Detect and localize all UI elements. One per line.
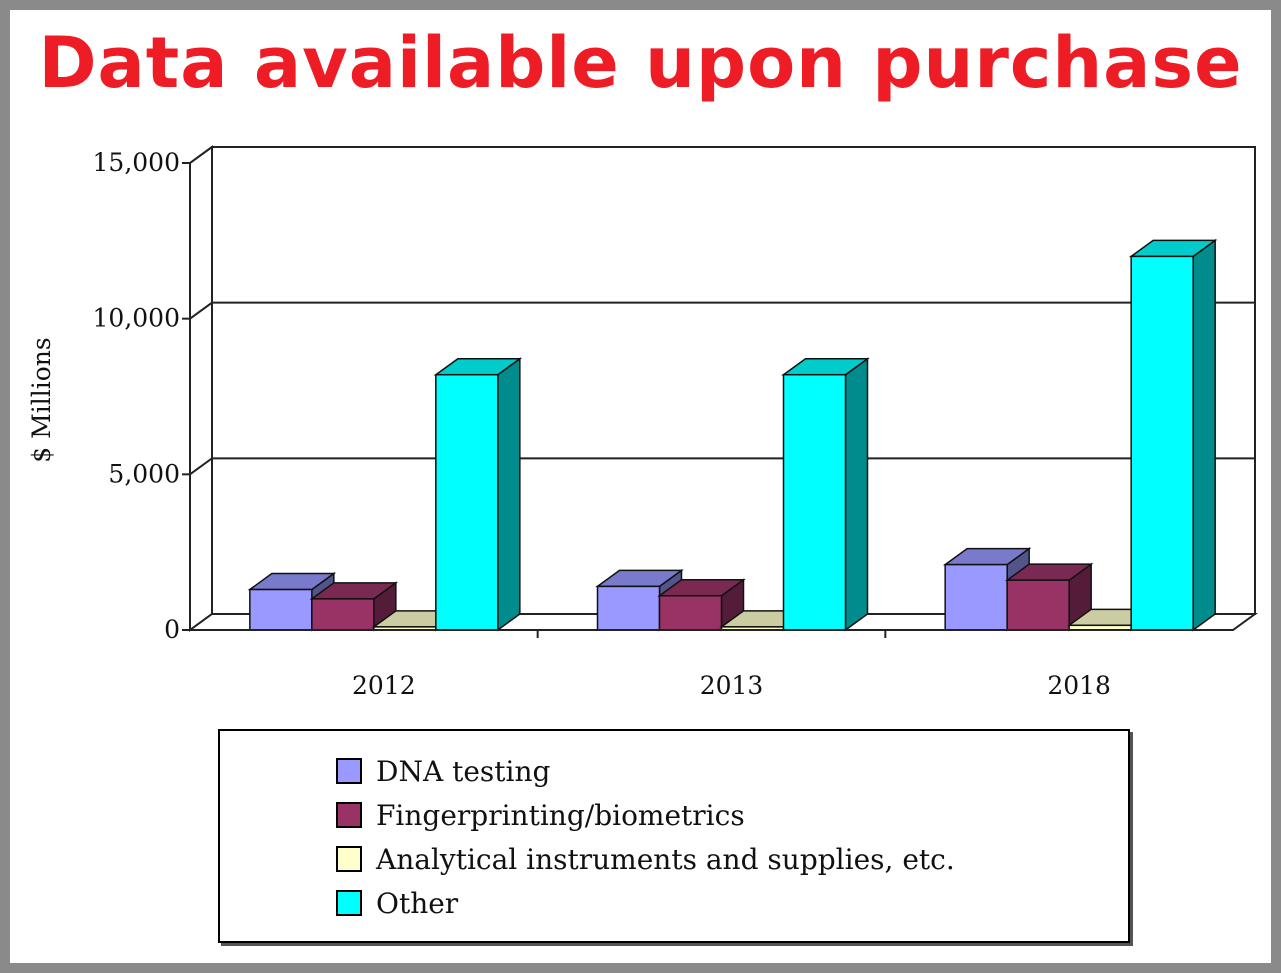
- x-tick-labels: 2012 2013 2018: [352, 671, 1111, 700]
- bar: [433, 357, 523, 632]
- x-tick-label: 2018: [1047, 671, 1111, 700]
- gridline: [189, 457, 1255, 476]
- side-wall: [189, 145, 213, 632]
- back-wall: [211, 146, 1256, 615]
- y-tick-label: 10,000: [93, 304, 180, 333]
- legend-label: Other: [376, 886, 459, 920]
- bar: [657, 578, 746, 632]
- chart-walls: [186, 145, 1259, 632]
- legend-item: DNA testing: [336, 753, 550, 789]
- chart-axes: [182, 162, 1233, 638]
- bar: [1128, 238, 1218, 632]
- y-tick-labels: 0 5,000 10,000 15,000: [93, 148, 180, 644]
- gridline: [189, 146, 1255, 164]
- bar: [1004, 562, 1094, 632]
- legend-swatch: [336, 890, 362, 916]
- legend-swatch: [336, 846, 362, 872]
- y-axis-label: $ Millions: [27, 337, 56, 462]
- x-tick-label: 2013: [700, 671, 764, 700]
- chart-legend: DNA testing Fingerprinting/biometrics Anal…: [218, 729, 1130, 943]
- gridline: [189, 301, 1255, 320]
- legend-label: Analytical instruments and supplies, etc…: [376, 842, 955, 876]
- y-tick-label: 0: [164, 615, 180, 644]
- purchase-banner: Data available upon purchase: [38, 22, 1243, 104]
- legend-label: DNA testing: [376, 754, 551, 788]
- y-tick-label: 15,000: [93, 148, 180, 177]
- legend-swatch: [336, 758, 362, 784]
- legend-item: Fingerprinting/biometrics: [336, 797, 745, 833]
- bar: [781, 357, 870, 632]
- legend-label: Fingerprinting/biometrics: [376, 798, 745, 832]
- bar: [309, 581, 399, 632]
- chart-bars: [247, 238, 1218, 632]
- y-tick-label: 5,000: [108, 459, 180, 488]
- chart-gridlines: [189, 146, 1255, 476]
- x-tick-label: 2012: [352, 671, 416, 700]
- legend-swatch: [336, 802, 362, 828]
- legend-item: Analytical instruments and supplies, etc…: [336, 841, 955, 877]
- legend-item: Other: [336, 885, 458, 921]
